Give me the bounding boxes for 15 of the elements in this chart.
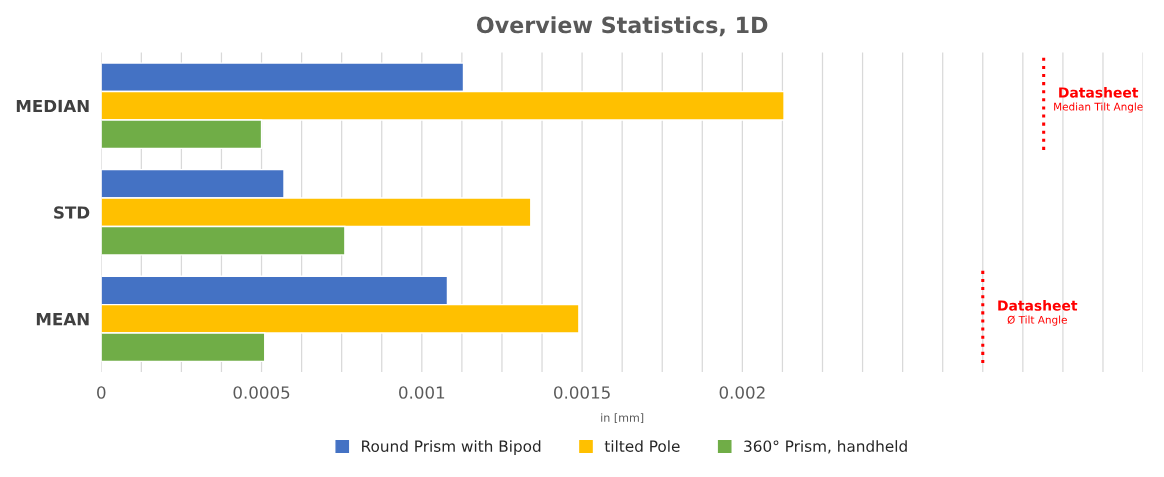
x-axis-title: in [mm]: [601, 413, 644, 424]
x-tick-label: 0.0005: [233, 386, 290, 399]
legend-label: tilted Pole: [604, 440, 680, 452]
y-tick-label: MEAN: [36, 312, 89, 326]
x-tick-label: 0: [97, 386, 106, 399]
y-tick-label: MEDIAN: [16, 99, 89, 113]
ref-line-label: Datasheet Median Tilt Angle: [1054, 86, 1143, 113]
y-tick-label: STD: [54, 206, 90, 219]
x-tick-label: 0.001: [399, 386, 445, 399]
x-tick-label: 0.0015: [554, 386, 610, 399]
ref-line-label: Datasheet Ø Tilt Angle: [998, 300, 1078, 326]
legend-label: 360° Prism, handheld: [744, 440, 907, 454]
legend-label: Round Prism with Bipod: [362, 440, 541, 455]
x-tick-label: 0.002: [719, 386, 765, 399]
chart-title: Overview Statistics, 1D: [476, 16, 768, 37]
